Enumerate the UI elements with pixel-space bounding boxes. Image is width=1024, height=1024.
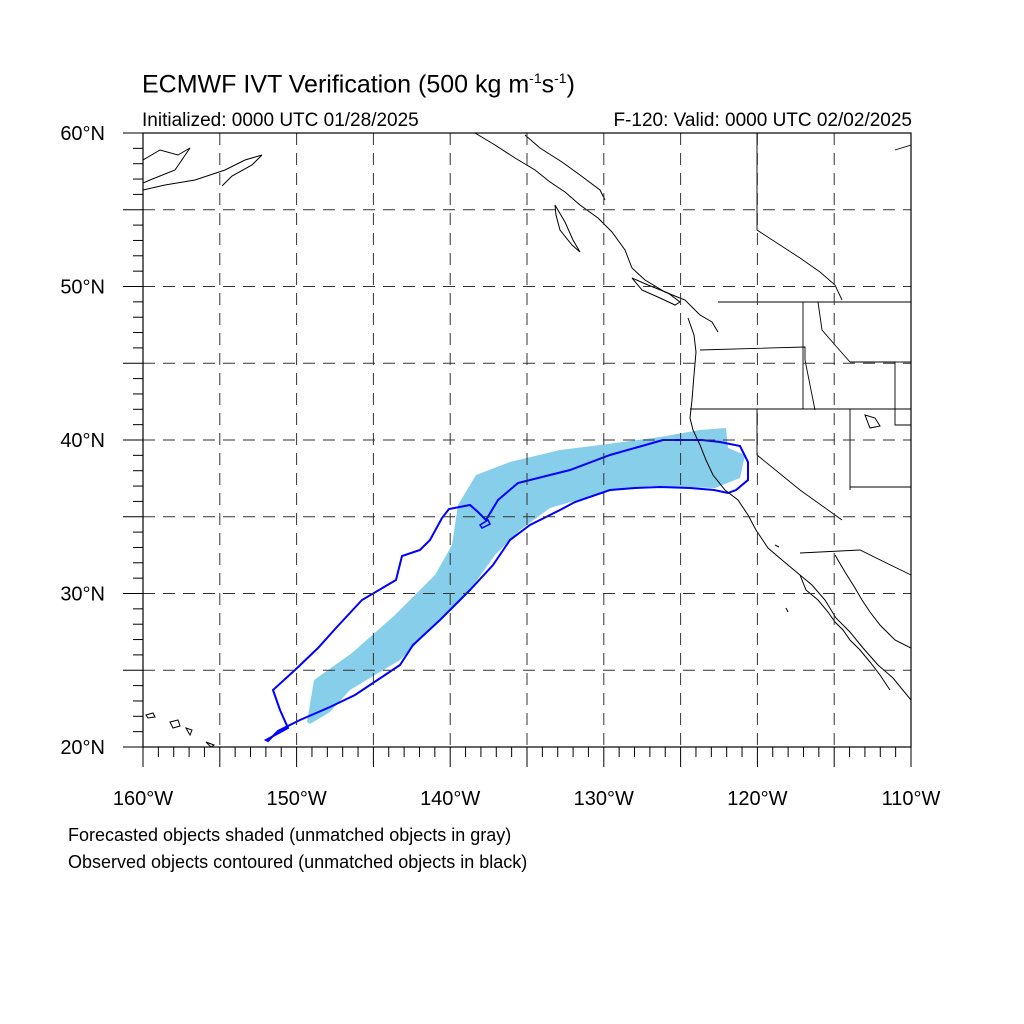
forecast-ivt-object (307, 428, 745, 724)
legend-forecast-note: Forecasted objects shaded (unmatched obj… (68, 825, 512, 845)
lon-tick-label: 120°W (727, 788, 787, 810)
observed-ivt-contour-small (478, 518, 492, 529)
lat-tick-label: 30°N (60, 584, 105, 606)
political-boundaries (690, 133, 911, 576)
plot-title: ECMWF IVT Verification (500 kg m-1s-1) (142, 70, 575, 99)
lat-tick-label: 20°N (60, 737, 105, 759)
lat-tick-label: 50°N (60, 277, 105, 299)
lon-tick-label: 140°W (420, 788, 480, 810)
lon-tick-label: 160°W (113, 788, 173, 810)
valid-time-label: F-120: Valid: 0000 UTC 02/02/2025 (613, 110, 912, 131)
map-grid (143, 133, 911, 747)
axis-ticks (123, 132, 912, 767)
legend-observed-note: Observed objects contoured (unmatched ob… (68, 852, 528, 872)
lon-tick-label: 150°W (266, 788, 326, 810)
lat-tick-label: 40°N (60, 430, 105, 452)
coastlines (143, 133, 911, 747)
init-time-label: Initialized: 0000 UTC 01/28/2025 (142, 110, 419, 131)
lon-tick-label: 130°W (574, 788, 634, 810)
observed-ivt-contour (263, 439, 749, 743)
axis-labels: 20°N 30°N 40°N 50°N 60°N 160°W 150°W 140°W 130°W… (60, 123, 940, 810)
lon-tick-label: 110°W (882, 788, 941, 810)
lat-tick-label: 60°N (60, 123, 105, 145)
